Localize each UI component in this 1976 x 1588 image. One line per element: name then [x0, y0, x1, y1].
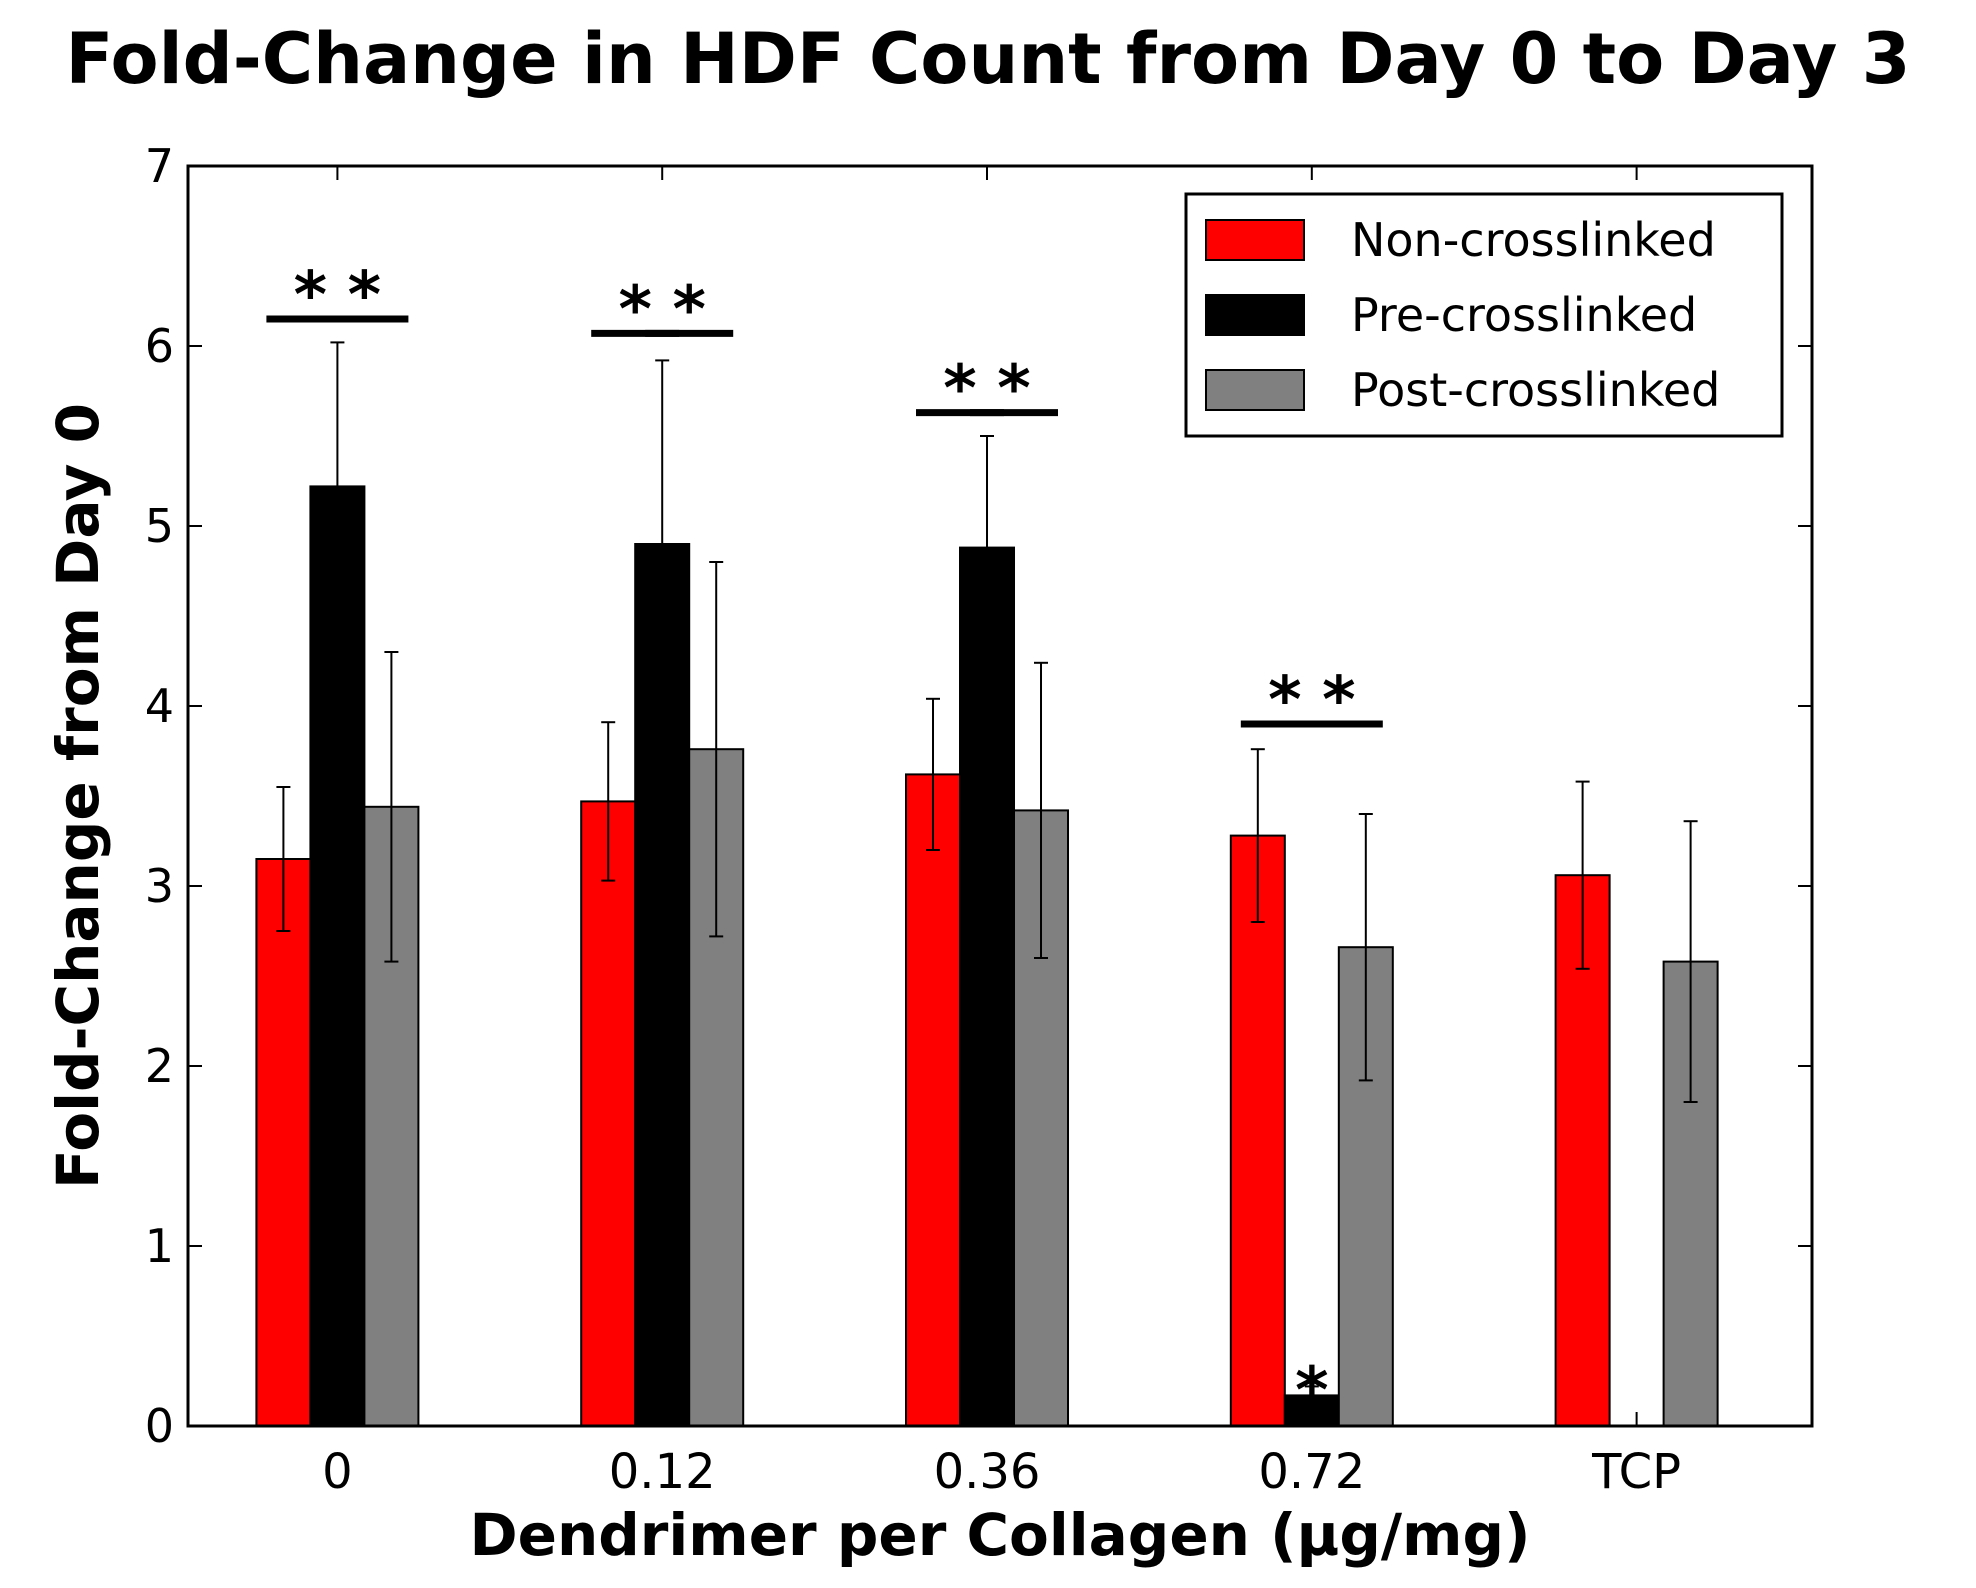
y-tick-label: 2	[145, 1039, 174, 1093]
y-tick-label: 4	[145, 679, 174, 733]
legend-label-pre-crosslinked: Pre-crosslinked	[1351, 288, 1697, 342]
x-tick-label: 0	[322, 1444, 353, 1500]
significance-star: *	[997, 353, 1030, 427]
y-tick-label: 1	[145, 1219, 174, 1273]
x-tick-label: 0.36	[934, 1444, 1041, 1500]
y-tick-label: 0	[145, 1399, 174, 1453]
x-tick-label: TCP	[1591, 1444, 1681, 1500]
bar-non-crosslinked-0	[255, 858, 312, 1427]
y-tick-label: 5	[145, 499, 174, 553]
y-tick-label: 3	[145, 859, 174, 913]
legend-label-post-crosslinked: Post-crosslinked	[1351, 363, 1720, 417]
legend-swatch-non-crosslinked	[1205, 219, 1305, 261]
y-tick-label: 6	[145, 319, 174, 373]
significance-star: *	[672, 273, 705, 347]
legend-label-non-crosslinked: Non-crosslinked	[1351, 213, 1716, 267]
x-axis-label: Dendrimer per Collagen (µg/mg)	[470, 1501, 1531, 1569]
y-axis-label: Fold-Change from Day 0	[44, 403, 112, 1189]
y-tick-label: 7	[145, 139, 174, 193]
legend-swatch-post-crosslinked	[1205, 369, 1305, 411]
bar-non-crosslinked-3	[1229, 834, 1286, 1427]
significance-star: *	[348, 259, 381, 333]
chart-title: Fold-Change in HDF Count from Day 0 to D…	[65, 18, 1911, 100]
significance-star: *	[1322, 664, 1355, 738]
x-tick-label: 0.72	[1258, 1444, 1365, 1500]
bar-pre-crosslinked-2	[959, 546, 1016, 1427]
legend-swatch-pre-crosslinked	[1205, 294, 1305, 336]
plot-frame	[186, 164, 1814, 1428]
bar-non-crosslinked-2	[905, 773, 962, 1427]
bar-pre-crosslinked-0	[309, 485, 366, 1427]
bar-non-crosslinked-1	[580, 800, 637, 1427]
x-tick-label: 0.12	[609, 1444, 716, 1500]
